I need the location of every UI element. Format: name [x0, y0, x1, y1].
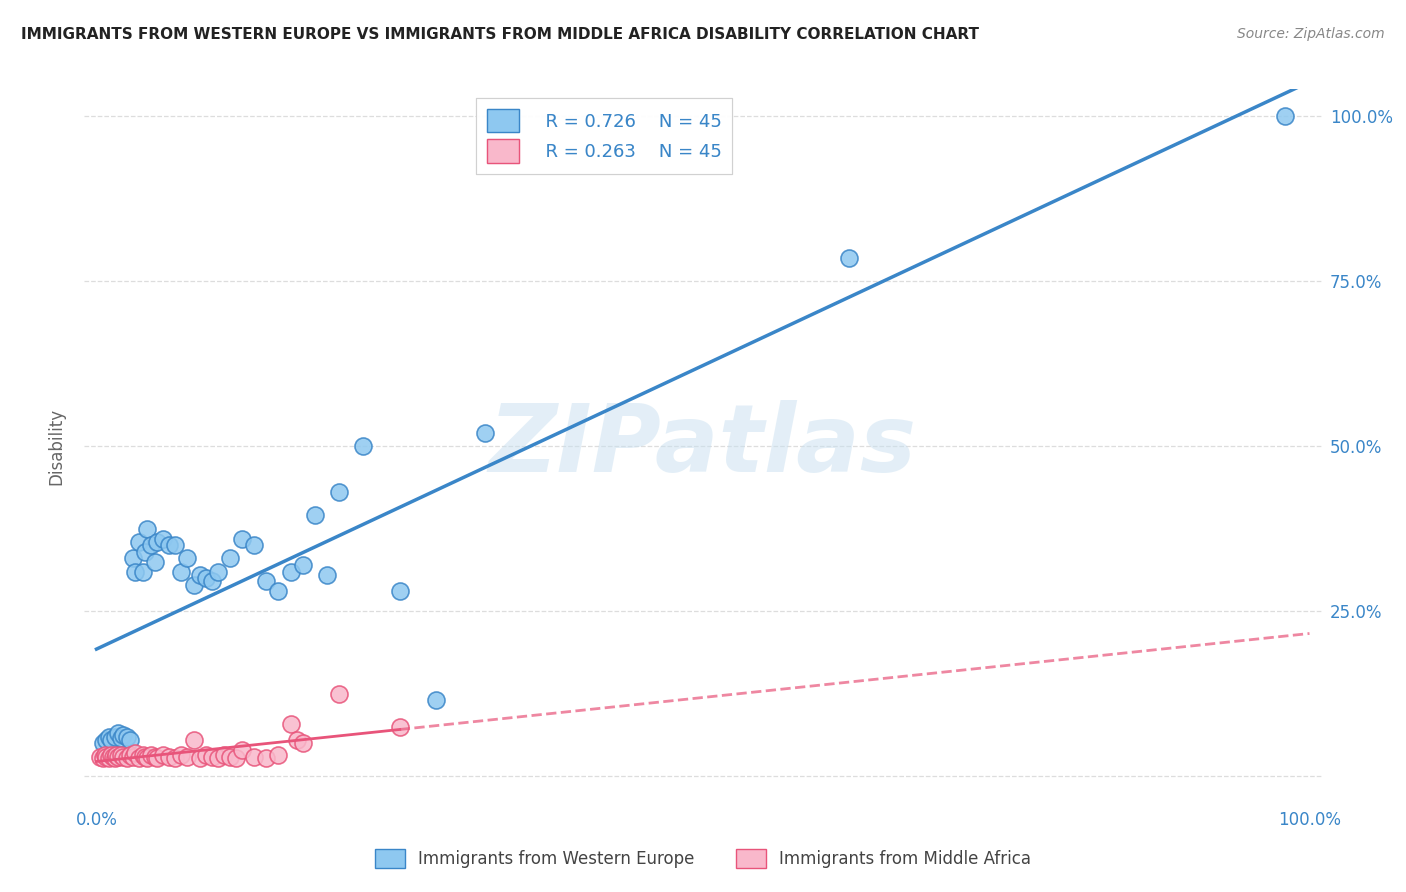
Point — [146, 751, 169, 765]
Point — [285, 733, 308, 747]
Legend:   R = 0.726    N = 45,   R = 0.263    N = 45: R = 0.726 N = 45, R = 0.263 N = 45 — [475, 98, 733, 174]
Point — [143, 555, 166, 569]
Point — [328, 485, 350, 500]
Point — [1274, 109, 1296, 123]
Point — [291, 558, 314, 572]
Point — [183, 578, 205, 592]
Point — [165, 538, 187, 552]
Point — [254, 574, 277, 589]
Point — [100, 748, 122, 763]
Point — [115, 751, 138, 765]
Point — [328, 687, 350, 701]
Point — [97, 751, 120, 765]
Point — [352, 439, 374, 453]
Point — [120, 748, 142, 763]
Point — [139, 748, 162, 763]
Point — [104, 730, 127, 744]
Point — [104, 751, 127, 765]
Point — [425, 693, 447, 707]
Point — [104, 748, 127, 763]
Point — [115, 730, 138, 744]
Point — [231, 532, 253, 546]
Point — [243, 749, 266, 764]
Point — [267, 584, 290, 599]
Point — [183, 733, 205, 747]
Point — [212, 748, 235, 763]
Point — [134, 545, 156, 559]
Point — [280, 716, 302, 731]
Point — [304, 508, 326, 523]
Point — [107, 749, 129, 764]
Point — [474, 425, 496, 440]
Point — [91, 751, 114, 765]
Point — [201, 574, 224, 589]
Point — [112, 728, 135, 742]
Point — [131, 748, 153, 763]
Point — [103, 749, 125, 764]
Point — [188, 567, 211, 582]
Y-axis label: Disability: Disability — [46, 408, 65, 484]
Point — [194, 571, 217, 585]
Legend: Immigrants from Western Europe, Immigrants from Middle Africa: Immigrants from Western Europe, Immigran… — [368, 842, 1038, 875]
Text: ZIPatlas: ZIPatlas — [489, 400, 917, 492]
Point — [136, 751, 159, 765]
Point — [157, 538, 180, 552]
Point — [124, 565, 146, 579]
Point — [131, 565, 153, 579]
Point — [254, 751, 277, 765]
Point — [316, 567, 339, 582]
Point — [110, 731, 132, 745]
Point — [122, 551, 145, 566]
Point — [96, 749, 118, 764]
Point — [219, 551, 242, 566]
Point — [146, 534, 169, 549]
Point — [96, 733, 118, 747]
Point — [128, 534, 150, 549]
Point — [124, 746, 146, 760]
Point — [225, 751, 247, 765]
Point — [152, 532, 174, 546]
Point — [207, 751, 229, 765]
Point — [152, 748, 174, 763]
Point — [388, 720, 411, 734]
Point — [139, 538, 162, 552]
Point — [134, 749, 156, 764]
Point — [291, 736, 314, 750]
Point — [122, 749, 145, 764]
Point — [243, 538, 266, 552]
Point — [176, 551, 198, 566]
Point — [267, 748, 290, 763]
Point — [170, 565, 193, 579]
Point — [107, 726, 129, 740]
Point — [120, 733, 142, 747]
Point — [97, 730, 120, 744]
Point — [838, 251, 860, 265]
Point — [176, 749, 198, 764]
Point — [91, 736, 114, 750]
Point — [143, 749, 166, 764]
Point — [201, 749, 224, 764]
Point — [89, 749, 111, 764]
Point — [94, 748, 117, 763]
Point — [100, 733, 122, 747]
Point — [219, 749, 242, 764]
Point — [280, 565, 302, 579]
Point — [165, 751, 187, 765]
Point — [231, 743, 253, 757]
Text: IMMIGRANTS FROM WESTERN EUROPE VS IMMIGRANTS FROM MIDDLE AFRICA DISABILITY CORRE: IMMIGRANTS FROM WESTERN EUROPE VS IMMIGR… — [21, 27, 979, 42]
Point — [170, 748, 193, 763]
Point — [136, 522, 159, 536]
Text: Source: ZipAtlas.com: Source: ZipAtlas.com — [1237, 27, 1385, 41]
Point — [157, 749, 180, 764]
Point — [112, 749, 135, 764]
Point — [110, 748, 132, 763]
Point — [194, 748, 217, 763]
Point — [207, 565, 229, 579]
Point — [388, 584, 411, 599]
Point — [188, 751, 211, 765]
Point — [128, 751, 150, 765]
